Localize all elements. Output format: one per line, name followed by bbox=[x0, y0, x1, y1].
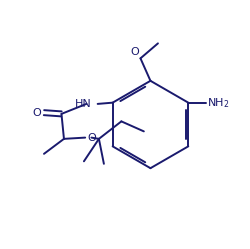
Text: HN: HN bbox=[74, 99, 91, 109]
Text: O: O bbox=[87, 133, 96, 143]
Text: O: O bbox=[130, 47, 139, 57]
Text: O: O bbox=[32, 108, 41, 118]
Text: NH$_2$: NH$_2$ bbox=[206, 96, 229, 110]
